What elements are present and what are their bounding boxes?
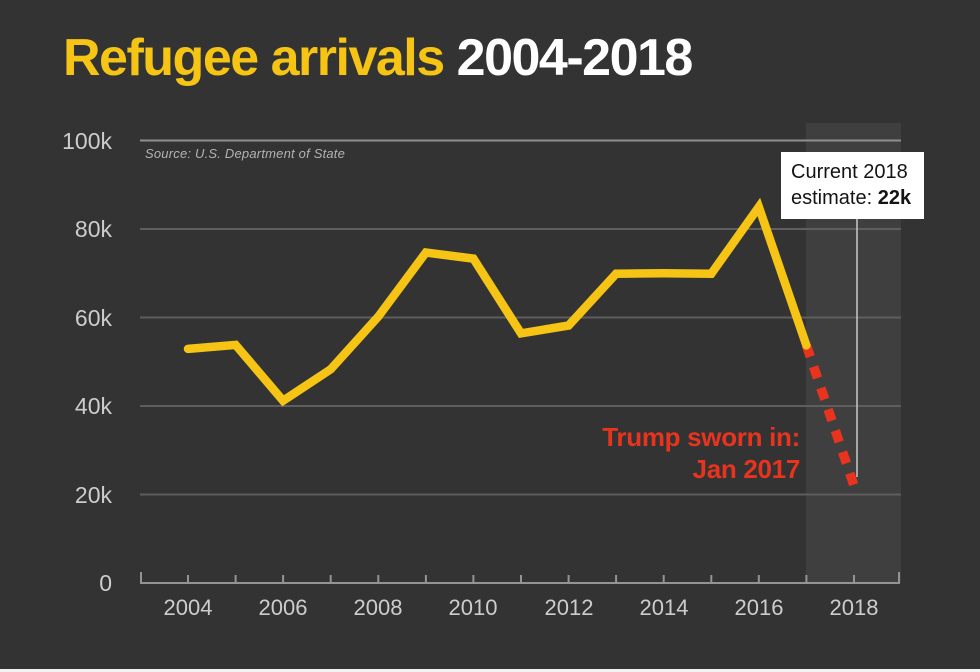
estimate-dashed-line <box>801 343 859 488</box>
x-tick-label-2012: 2012 <box>544 595 594 620</box>
x-axis-year-ticks <box>187 575 855 583</box>
trump-annotation-line2: Jan 2017 <box>692 454 801 484</box>
x-tick-label-2006: 2006 <box>258 595 308 620</box>
page-title-years: 2004-2018 <box>456 29 694 87</box>
callout-line2-prefix: estimate: <box>791 187 878 209</box>
trump-sworn-in-annotation: Trump sworn in: Jan 2017 <box>602 421 800 485</box>
x-tick-label-2014: 2014 <box>639 595 689 620</box>
y-tick-label-80k: 80k <box>74 216 112 242</box>
refugee-arrivals-line <box>183 197 811 407</box>
callout-line2: estimate: 22k <box>791 185 924 211</box>
x-tick-label-2016: 2016 <box>734 595 784 620</box>
y-tick-label-0: 0 <box>99 570 112 596</box>
x-tick-label-2004: 2004 <box>163 595 213 620</box>
page-title-highlight: Refugee arrivals <box>63 29 445 87</box>
y-tick-label-60k: 60k <box>74 305 112 331</box>
page-title: Refugee arrivals 2004-2018 <box>63 28 694 90</box>
y-tick-label-20k: 20k <box>74 482 112 508</box>
x-axis <box>140 572 900 584</box>
source-note: Source: U.S. Department of State <box>145 146 346 161</box>
x-tick-label-2008: 2008 <box>353 595 403 620</box>
callout-line1: Current 2018 <box>791 161 908 183</box>
x-tick-label-2010: 2010 <box>448 595 498 620</box>
gridlines <box>140 139 901 496</box>
x-tick-label-2018: 2018 <box>829 595 879 620</box>
y-tick-label-40k: 40k <box>74 393 112 419</box>
trump-annotation-line1: Trump sworn in: <box>602 422 800 452</box>
estimate-callout-box: Current 2018 estimate: 22k <box>781 152 924 219</box>
callout-estimate-value: 22k <box>877 187 912 209</box>
y-tick-label-100k: 100k <box>62 128 112 154</box>
bottom-border-strip <box>0 669 980 672</box>
